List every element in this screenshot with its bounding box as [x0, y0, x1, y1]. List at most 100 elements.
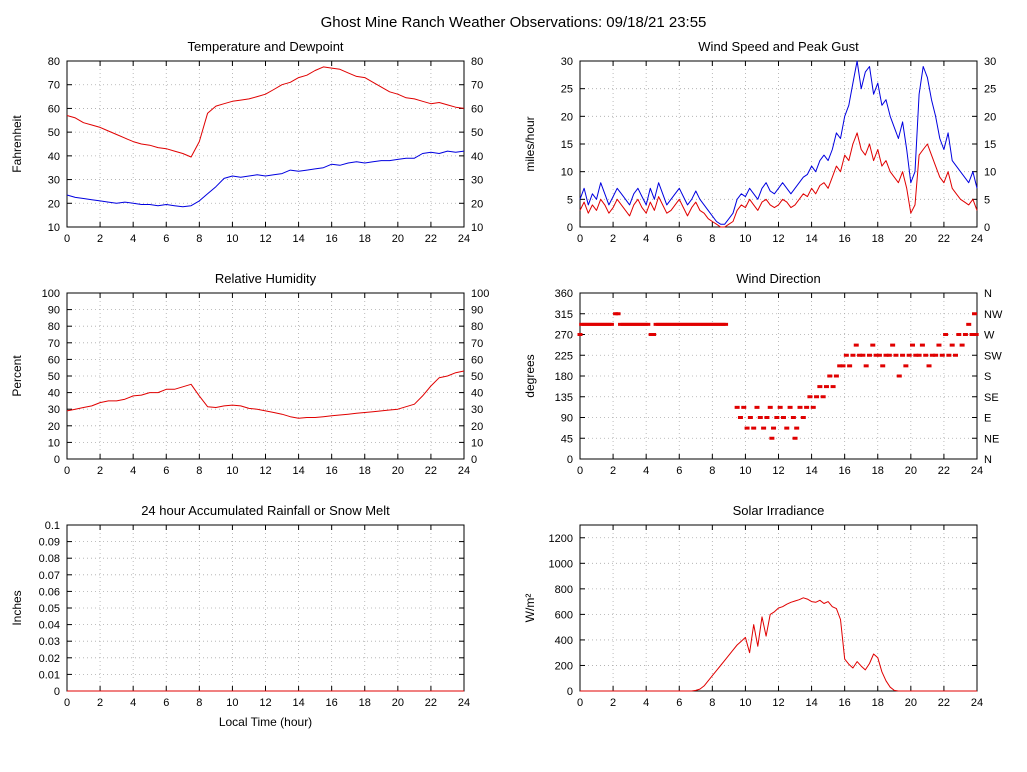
svg-text:18: 18 — [871, 697, 883, 709]
svg-text:80: 80 — [47, 56, 59, 68]
svg-text:40: 40 — [471, 388, 483, 400]
svg-text:Solar Irradiance: Solar Irradiance — [732, 503, 824, 518]
svg-text:Local Time (hour): Local Time (hour) — [218, 715, 311, 729]
svg-text:10: 10 — [471, 222, 483, 234]
svg-text:6: 6 — [163, 697, 169, 709]
svg-text:5: 5 — [566, 194, 572, 206]
svg-text:600: 600 — [554, 609, 572, 621]
svg-text:0: 0 — [566, 686, 572, 698]
svg-text:Relative Humidity: Relative Humidity — [214, 271, 316, 286]
svg-text:10: 10 — [226, 233, 238, 245]
svg-text:20: 20 — [47, 421, 59, 433]
svg-text:22: 22 — [937, 697, 949, 709]
svg-text:315: 315 — [554, 309, 572, 321]
svg-text:6: 6 — [676, 465, 682, 477]
svg-text:25: 25 — [560, 84, 572, 96]
svg-text:30: 30 — [560, 56, 572, 68]
svg-text:30: 30 — [471, 175, 483, 187]
svg-text:50: 50 — [471, 127, 483, 139]
svg-text:20: 20 — [904, 465, 916, 477]
svg-text:20: 20 — [904, 233, 916, 245]
svg-text:6: 6 — [676, 697, 682, 709]
svg-text:40: 40 — [47, 151, 59, 163]
svg-text:5: 5 — [984, 194, 990, 206]
svg-text:0: 0 — [576, 233, 582, 245]
svg-text:0.05: 0.05 — [38, 603, 59, 615]
svg-text:24: 24 — [457, 697, 469, 709]
svg-text:40: 40 — [471, 151, 483, 163]
svg-text:16: 16 — [838, 465, 850, 477]
svg-text:90: 90 — [471, 305, 483, 317]
svg-text:60: 60 — [471, 103, 483, 115]
svg-text:16: 16 — [838, 233, 850, 245]
svg-text:22: 22 — [424, 465, 436, 477]
svg-text:12: 12 — [772, 465, 784, 477]
svg-text:0: 0 — [984, 222, 990, 234]
svg-text:4: 4 — [130, 233, 136, 245]
svg-text:W: W — [984, 330, 995, 342]
svg-text:12: 12 — [259, 465, 271, 477]
svg-text:20: 20 — [984, 111, 996, 123]
svg-text:Wind Speed and Peak Gust: Wind Speed and Peak Gust — [698, 39, 859, 54]
svg-text:2: 2 — [97, 697, 103, 709]
svg-text:14: 14 — [805, 697, 817, 709]
svg-text:18: 18 — [871, 233, 883, 245]
svg-text:10: 10 — [560, 167, 572, 179]
svg-text:100: 100 — [471, 288, 489, 300]
svg-text:16: 16 — [325, 465, 337, 477]
svg-text:NE: NE — [984, 433, 999, 445]
svg-text:25: 25 — [984, 84, 996, 96]
svg-text:18: 18 — [358, 465, 370, 477]
svg-text:1000: 1000 — [548, 558, 572, 570]
svg-text:0.04: 0.04 — [38, 620, 59, 632]
svg-text:2: 2 — [97, 465, 103, 477]
svg-text:20: 20 — [391, 697, 403, 709]
svg-text:16: 16 — [838, 697, 850, 709]
svg-text:4: 4 — [130, 697, 136, 709]
svg-text:12: 12 — [772, 697, 784, 709]
svg-text:8: 8 — [196, 465, 202, 477]
svg-text:60: 60 — [471, 354, 483, 366]
svg-text:degrees: degrees — [523, 354, 537, 397]
svg-text:14: 14 — [292, 697, 304, 709]
svg-text:18: 18 — [358, 697, 370, 709]
svg-text:Wind Direction: Wind Direction — [736, 271, 821, 286]
svg-text:80: 80 — [471, 56, 483, 68]
svg-text:10: 10 — [471, 437, 483, 449]
svg-text:10: 10 — [739, 233, 751, 245]
rainfall-chart: 0 2 4 6 8 10 12 14 16 18 20 22 2400.010.020.030.040.… — [10, 503, 470, 729]
svg-text:0.06: 0.06 — [38, 586, 59, 598]
svg-text:70: 70 — [47, 80, 59, 92]
svg-text:W/m²: W/m² — [523, 594, 537, 623]
svg-text:4: 4 — [643, 697, 649, 709]
svg-text:10: 10 — [47, 437, 59, 449]
svg-text:Temperature and Dewpoint: Temperature and Dewpoint — [187, 39, 343, 54]
svg-text:70: 70 — [471, 338, 483, 350]
svg-text:22: 22 — [937, 233, 949, 245]
svg-text:22: 22 — [424, 697, 436, 709]
svg-text:6: 6 — [676, 233, 682, 245]
svg-text:90: 90 — [560, 413, 572, 425]
svg-text:30: 30 — [984, 56, 996, 68]
svg-text:0.03: 0.03 — [38, 636, 59, 648]
svg-text:8: 8 — [709, 697, 715, 709]
svg-text:8: 8 — [709, 465, 715, 477]
svg-text:12: 12 — [259, 697, 271, 709]
svg-text:8: 8 — [196, 233, 202, 245]
svg-text:30: 30 — [471, 404, 483, 416]
svg-text:14: 14 — [805, 233, 817, 245]
svg-text:24: 24 — [457, 465, 469, 477]
svg-text:2: 2 — [610, 233, 616, 245]
svg-text:70: 70 — [47, 338, 59, 350]
svg-text:N: N — [984, 288, 992, 300]
svg-text:N: N — [984, 454, 992, 466]
svg-text:400: 400 — [554, 635, 572, 647]
svg-text:18: 18 — [358, 233, 370, 245]
svg-text:0: 0 — [53, 686, 59, 698]
svg-text:0: 0 — [53, 454, 59, 466]
svg-text:20: 20 — [47, 198, 59, 210]
svg-text:200: 200 — [554, 660, 572, 672]
